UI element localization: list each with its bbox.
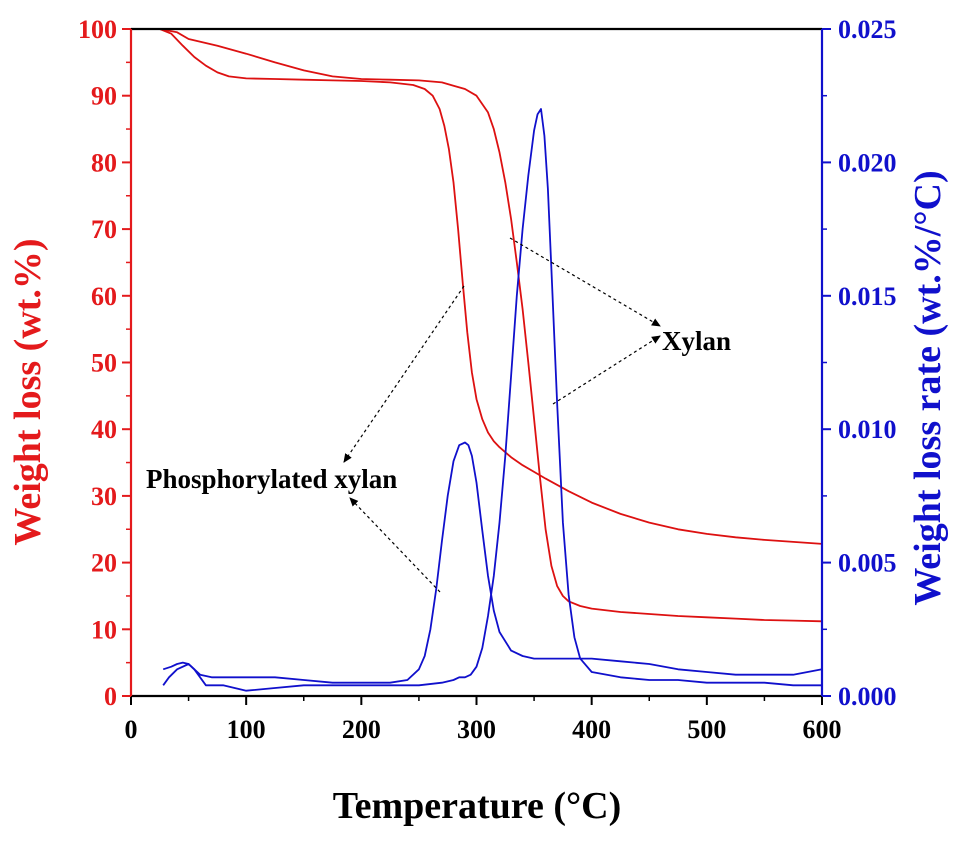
y-left-tick-label: 20 xyxy=(91,549,117,578)
y-left-tick-label: 60 xyxy=(91,282,117,311)
x-tick-label: 0 xyxy=(125,715,138,744)
y-axis-left-title: Weight loss (wt.%) xyxy=(7,238,49,545)
x-tick-label: 600 xyxy=(803,715,842,744)
x-tick-label: 200 xyxy=(342,715,381,744)
phos-dtg-pointer-arrow xyxy=(349,497,441,593)
y-left-tick-label: 50 xyxy=(91,349,117,378)
series-line-dtg_phos xyxy=(162,441,823,684)
y-right-tick-label: 0.010 xyxy=(838,415,897,444)
xylan-dtg-pointer-arrow xyxy=(552,335,661,405)
x-tick-label: 500 xyxy=(687,715,726,744)
y-right-tick-label: 0.000 xyxy=(838,682,897,711)
y-right-tick-label: 0.015 xyxy=(838,282,897,311)
x-axis-title: Temperature (°C) xyxy=(333,785,622,827)
y-left-tick-label: 10 xyxy=(91,615,117,644)
y-left-tick-label: 70 xyxy=(91,215,117,244)
xylan-tg-pointer-arrow xyxy=(509,237,661,327)
y-left-tick-label: 30 xyxy=(91,482,117,511)
y-left-tick-label: 40 xyxy=(91,415,117,444)
series-line-tg_phos xyxy=(159,28,823,545)
y-right-tick-label: 0.005 xyxy=(838,549,897,578)
phosphorylated-xylan-label: Phosphorylated xylan xyxy=(146,464,397,494)
xylan-label: Xylan xyxy=(662,326,731,356)
series-layer xyxy=(159,28,823,692)
x-tick-label: 400 xyxy=(572,715,611,744)
annotation-layer: Xylan Phosphorylated xylan xyxy=(146,237,731,593)
phos-tg-pointer-arrow xyxy=(343,285,465,463)
y-axis-right-title: Weight loss rate (wt.%/°C) xyxy=(907,170,949,605)
y-left-tick-label: 80 xyxy=(91,148,117,177)
y-left-tick-label: 0 xyxy=(104,682,117,711)
y-left-tick-label: 100 xyxy=(78,15,117,44)
y-right-tick-label: 0.025 xyxy=(838,15,897,44)
series-line-dtg_xylan xyxy=(162,108,822,692)
y-right-tick-label: 0.020 xyxy=(838,148,897,177)
x-tick-label: 300 xyxy=(457,715,496,744)
x-tick-label: 100 xyxy=(227,715,266,744)
axes-layer: 0 100 200 300 400 500 600 0 10 20 30 40 50 60 70 80 90 10… xyxy=(78,15,897,744)
y-left-tick-label: 90 xyxy=(91,82,117,111)
series-line-tg_xylan xyxy=(159,28,823,623)
